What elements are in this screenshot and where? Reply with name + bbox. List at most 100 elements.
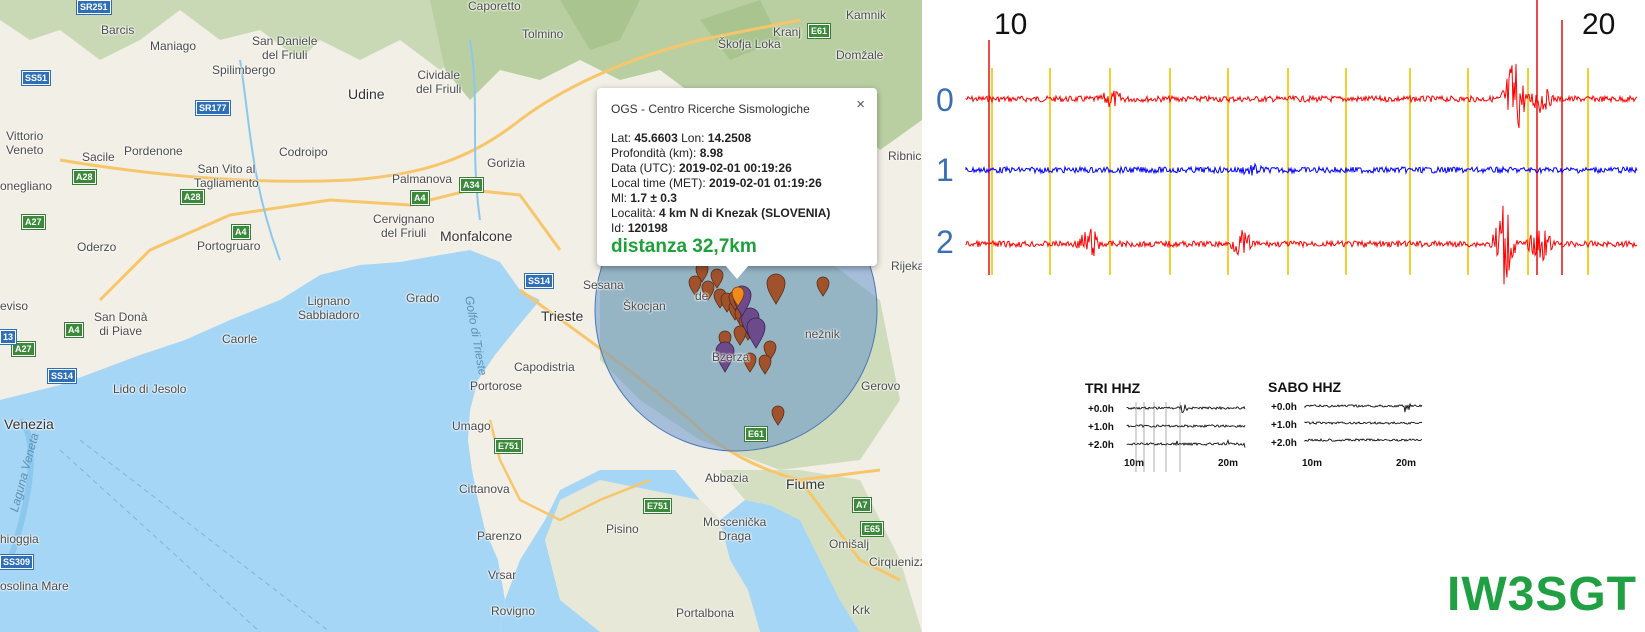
place-label: Oderzo xyxy=(77,240,117,254)
mini-trace xyxy=(1304,421,1423,425)
road-shield: A4 xyxy=(411,191,429,205)
local-time-label: Local time (MET): xyxy=(611,176,706,190)
road-shield: SS14 xyxy=(525,274,554,288)
place-label: Domžale xyxy=(836,48,884,62)
quake-markers[interactable] xyxy=(0,0,922,632)
road-shield: E61 xyxy=(745,427,768,441)
place-label: Rijeka xyxy=(891,259,922,273)
distance-text: distanza 32,7km xyxy=(611,236,757,257)
seismogram-trace xyxy=(965,205,1638,285)
depth-value: 8.98 xyxy=(699,146,724,160)
place-label: onegliano xyxy=(0,179,53,193)
event-info-popup: × OGS - Centro Ricerche Sismologiche Lat… xyxy=(597,88,877,279)
road-shield: A4 xyxy=(65,323,83,337)
place-label: Ribnic xyxy=(888,149,922,163)
place-label: Lignano Sabbiadoro xyxy=(298,294,360,322)
place-label: Gorizia xyxy=(487,156,526,170)
mini-station-title: TRI HHZ xyxy=(1085,380,1141,396)
road-shield: SR177 xyxy=(196,101,230,115)
place-label: Vittorio Veneto xyxy=(6,129,44,157)
lon-value: 14.2508 xyxy=(707,131,752,145)
place-label: San Donà di Piave xyxy=(94,310,148,338)
channel-label: 1 xyxy=(936,152,954,188)
place-label: Portalbona xyxy=(676,606,735,620)
mini-row-label: +0.0h xyxy=(1271,402,1297,413)
place-label: Monfalcone xyxy=(440,228,513,244)
road-shield: E61 xyxy=(808,24,831,38)
place-label: Parenzo xyxy=(477,529,522,543)
mini-helicorder-traces xyxy=(1126,402,1423,472)
place-label: Grado xyxy=(406,291,440,305)
place-label: Fiume xyxy=(786,476,825,492)
place-label: San Daniele del Friuli xyxy=(252,34,318,62)
magnitude-label: Ml: xyxy=(611,191,627,205)
road-shield: A4 xyxy=(232,225,250,239)
location-value: 4 km N di Knezak (SLOVENIA) xyxy=(659,206,831,220)
place-label: Cervignano del Friuli xyxy=(373,212,435,240)
lon-label: Lon: xyxy=(681,131,705,145)
road-shield: A27 xyxy=(12,342,35,356)
road-shield: A27 xyxy=(22,215,45,229)
place-label: Udine xyxy=(348,86,385,102)
seismogram-traces xyxy=(965,0,1638,285)
channel-label: 0 xyxy=(936,82,954,118)
id-value: 120198 xyxy=(627,221,668,235)
place-label: Pisino xyxy=(606,522,639,536)
station-logo: IW3SGT xyxy=(1446,568,1637,621)
place-label: Rovigno xyxy=(491,604,536,618)
place-label: Palmanova xyxy=(392,172,453,186)
place-label: Caorle xyxy=(222,332,258,346)
place-label: Trieste xyxy=(541,308,584,324)
road-shield: A34 xyxy=(460,178,483,192)
road-shield: SS51 xyxy=(22,71,51,85)
magnitude-value: 1.7 ± 0.3 xyxy=(630,191,677,205)
seismogram-trace xyxy=(965,162,1638,176)
place-label: Lido di Jesolo xyxy=(113,382,187,396)
earthquake-map[interactable]: Barcis Maniago San Daniele del Friuli Sp… xyxy=(0,0,922,632)
place-label: Sesana xyxy=(583,278,624,292)
road-shield: A28 xyxy=(181,190,204,204)
place-label: Abbazia xyxy=(705,471,749,485)
place-label: Pordenone xyxy=(124,144,183,158)
time-tick-label: 20 xyxy=(1582,8,1616,41)
mini-x-tick: 20m xyxy=(1218,458,1239,469)
road-shield: 13 xyxy=(0,330,17,344)
road-shield: A28 xyxy=(73,170,96,184)
place-label: osolina Mare xyxy=(0,579,69,593)
road-shield: E65 xyxy=(861,522,884,536)
place-label: San Vito al Tagliamento xyxy=(194,162,259,190)
place-label: Cittanova xyxy=(459,482,510,496)
place-label: Krk xyxy=(852,603,870,617)
place-label: Portorose xyxy=(470,379,523,393)
road-shield: E751 xyxy=(495,439,523,453)
location-label: Località: xyxy=(611,206,656,220)
mini-trace xyxy=(1304,438,1423,442)
road-shield: SR251 xyxy=(77,0,111,14)
place-label: Omišalj xyxy=(829,537,870,551)
close-icon[interactable]: × xyxy=(856,96,865,113)
popup-details: Lat: 45.6603 Lon: 14.2508 Profondità (km… xyxy=(611,131,830,236)
place-label: Capodistria xyxy=(514,360,575,374)
popup-title: OGS - Centro Ricerche Sismologiche xyxy=(611,102,810,116)
seismogram-panel: 10 20 0 1 2 TRI HHZ +0.0h +1.0h +2.0h 10… xyxy=(922,0,1645,632)
place-label: Portogruaro xyxy=(197,239,261,253)
mini-trace xyxy=(1126,424,1246,429)
lat-label: Lat: xyxy=(611,131,632,145)
local-time-value: 2019-02-01 01:19:26 xyxy=(709,176,822,190)
road-shield: A7 xyxy=(853,498,871,512)
utc-value: 2019-02-01 00:19:26 xyxy=(679,161,792,175)
place-label: Sacile xyxy=(82,150,115,164)
mini-x-tick: 20m xyxy=(1396,458,1417,469)
channel-label: 2 xyxy=(936,224,954,260)
depth-label: Profondità (km): xyxy=(611,146,697,160)
place-label: Cividale del Friuli xyxy=(416,68,462,96)
place-label: Spilimbergo xyxy=(212,63,276,77)
mini-trace xyxy=(1126,438,1246,448)
place-label: Kranj xyxy=(773,25,802,39)
lat-value: 45.6603 xyxy=(634,131,678,145)
place-label: de xyxy=(695,289,709,303)
place-label: Vrsar xyxy=(488,568,517,582)
place-label: Škocjan xyxy=(623,299,666,313)
road-shield: SS309 xyxy=(0,555,34,569)
place-label: Tolmino xyxy=(522,27,564,41)
